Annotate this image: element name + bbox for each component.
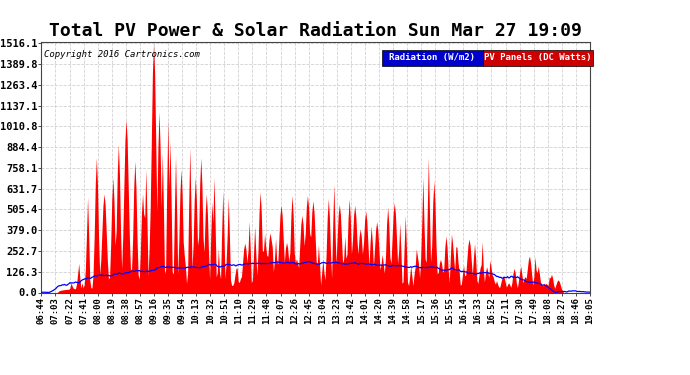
Text: Copyright 2016 Cartronics.com: Copyright 2016 Cartronics.com <box>44 50 200 58</box>
Title: Total PV Power & Solar Radiation Sun Mar 27 19:09: Total PV Power & Solar Radiation Sun Mar… <box>49 22 582 40</box>
FancyBboxPatch shape <box>483 50 593 66</box>
Text: PV Panels (DC Watts): PV Panels (DC Watts) <box>484 53 591 62</box>
Text: Radiation (W/m2): Radiation (W/m2) <box>389 53 475 62</box>
FancyBboxPatch shape <box>382 50 483 66</box>
